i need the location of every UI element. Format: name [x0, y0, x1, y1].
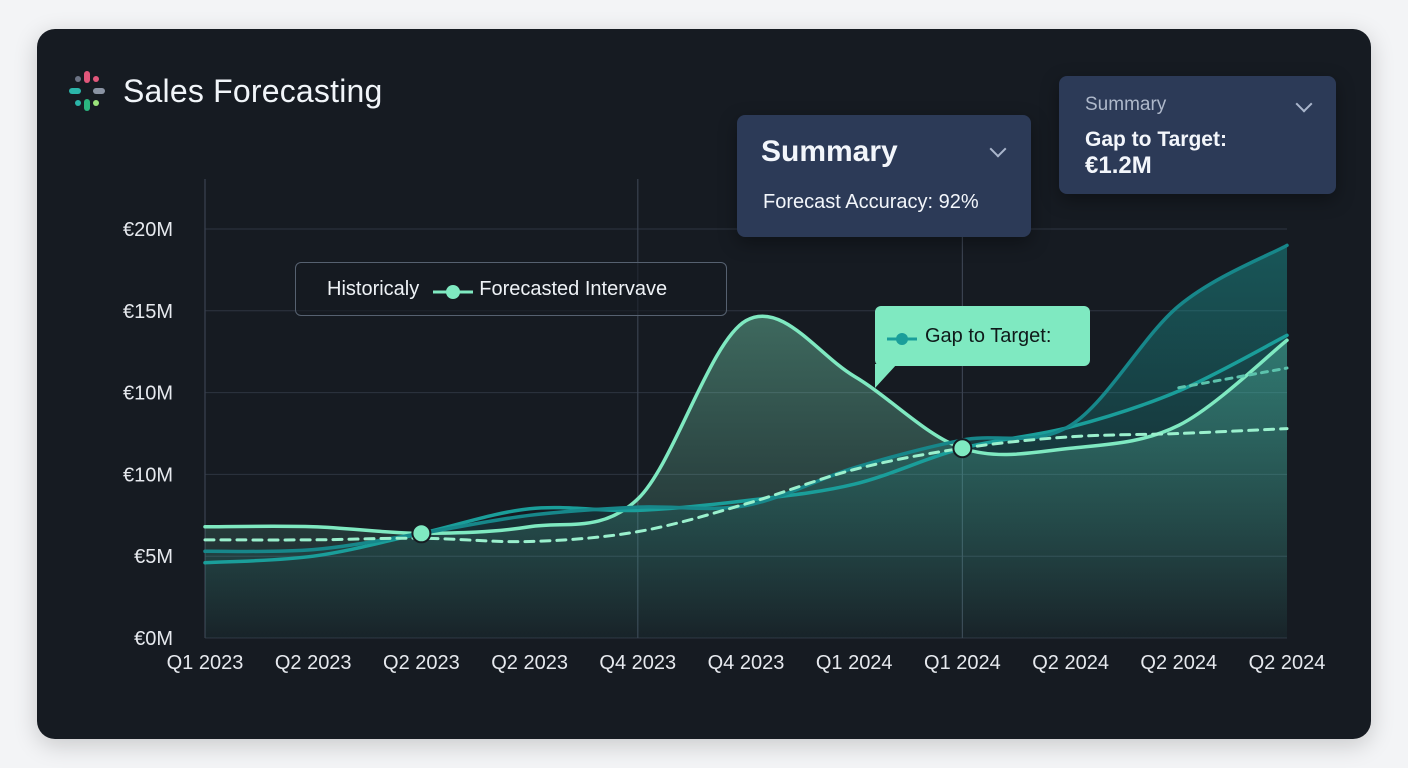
callout-label: Gap to Target: — [925, 324, 1052, 347]
legend-historical-label: Historicaly — [327, 277, 420, 300]
summary-panel-small[interactable]: Summary Gap to Target: €1.2M — [1059, 76, 1336, 194]
chevron-down-icon[interactable] — [989, 140, 1007, 158]
highlight-point — [952, 438, 973, 459]
chevron-down-icon[interactable] — [1295, 95, 1313, 113]
series-line — [203, 243, 1289, 554]
y-tick-label: €0M — [134, 628, 173, 650]
gap-to-target-label: Gap to Target: — [1085, 128, 1227, 151]
x-tick-label: Q2 2024 — [1140, 652, 1217, 674]
header: Sales Forecasting — [67, 69, 383, 113]
x-tick-label: Q1 2024 — [924, 652, 1001, 674]
line-chart: €0M €5M €10M €10M €15M €20M Q1 2023 Q2 2023 Q2 2… — [123, 179, 1326, 674]
y-tick-label: €5M — [134, 546, 173, 568]
page-title: Sales Forecasting — [123, 72, 383, 109]
forecast-accuracy: Forecast Accuracy: 92% — [763, 191, 979, 213]
x-tick-label: Q4 2023 — [599, 652, 676, 674]
y-tick-label: €15M — [123, 301, 173, 323]
callout-swatch — [887, 329, 917, 345]
x-tick-label: Q4 2023 — [708, 652, 785, 674]
x-tick-label: Q2 2023 — [491, 652, 568, 674]
series-line — [203, 333, 1289, 565]
y-tick-label: €10M — [123, 464, 173, 486]
x-tick-label: Q2 2024 — [1249, 652, 1326, 674]
series-area — [205, 245, 1287, 639]
legend-forecast-swatch — [433, 282, 474, 299]
x-tick-label: Q1 2023 — [167, 652, 244, 674]
callout-tail — [875, 364, 897, 388]
series-line — [1177, 366, 1289, 390]
summary-main-title: Summary — [761, 135, 898, 168]
x-tick-label: Q1 2024 — [816, 652, 893, 674]
legend-forecast-label: Forecasted Intervave — [479, 277, 668, 300]
summary-panel-main[interactable]: Summary Forecast Accuracy: 92% — [737, 115, 1031, 237]
gap-callout: Gap to Target: — [875, 306, 1090, 388]
summary-small-title: Summary — [1085, 94, 1167, 115]
x-tick-label: Q2 2023 — [275, 652, 352, 674]
dashboard-card: Sales Forecasting €0M €5M €10M €10M €15M €20M… — [37, 29, 1371, 739]
x-tick-label: Q2 2023 — [383, 652, 460, 674]
series-line — [203, 314, 1289, 536]
logo-icon — [67, 69, 109, 113]
series-line — [203, 427, 1289, 544]
gap-to-target-value: €1.2M — [1085, 152, 1152, 179]
x-tick-label: Q2 2024 — [1032, 652, 1109, 674]
highlight-point — [411, 523, 432, 544]
chart-legend: Historicaly Forecasted Intervave — [295, 262, 727, 316]
y-tick-label: €20M — [123, 219, 173, 241]
y-tick-label: €10M — [123, 383, 173, 405]
